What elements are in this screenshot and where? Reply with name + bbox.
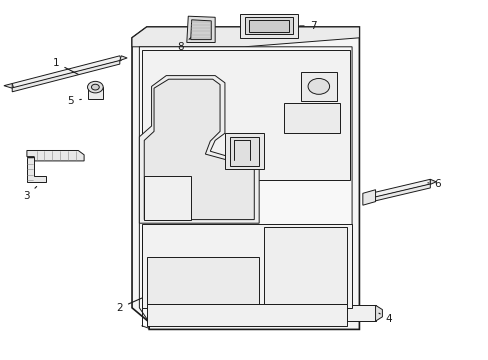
Polygon shape <box>375 305 382 321</box>
Polygon shape <box>120 56 127 60</box>
Polygon shape <box>139 47 351 322</box>
Text: 4: 4 <box>378 313 391 324</box>
Polygon shape <box>249 20 289 32</box>
Polygon shape <box>264 227 346 304</box>
Polygon shape <box>300 72 337 101</box>
Polygon shape <box>12 60 120 92</box>
Polygon shape <box>362 190 375 205</box>
Polygon shape <box>368 184 429 202</box>
Polygon shape <box>132 27 359 47</box>
Polygon shape <box>27 150 84 161</box>
Polygon shape <box>142 224 351 308</box>
Text: 1: 1 <box>53 58 78 74</box>
Text: 2: 2 <box>116 298 142 313</box>
Polygon shape <box>229 137 259 166</box>
Polygon shape <box>368 179 429 199</box>
Polygon shape <box>4 84 12 88</box>
Polygon shape <box>139 76 259 223</box>
Polygon shape <box>146 304 346 326</box>
Polygon shape <box>27 157 46 182</box>
Circle shape <box>87 81 103 93</box>
Polygon shape <box>429 179 435 184</box>
Polygon shape <box>142 50 349 180</box>
Polygon shape <box>283 103 339 133</box>
Text: 7: 7 <box>299 21 316 31</box>
Polygon shape <box>144 176 190 220</box>
Text: 6: 6 <box>427 179 440 189</box>
Polygon shape <box>144 79 254 220</box>
Polygon shape <box>186 16 215 42</box>
Polygon shape <box>363 194 368 199</box>
Polygon shape <box>239 14 298 38</box>
Polygon shape <box>132 27 359 329</box>
Polygon shape <box>87 87 103 99</box>
Text: 3: 3 <box>23 186 37 201</box>
Text: 5: 5 <box>67 96 81 106</box>
Polygon shape <box>190 20 211 40</box>
Polygon shape <box>12 56 121 88</box>
Polygon shape <box>224 133 264 169</box>
Circle shape <box>307 78 329 94</box>
Circle shape <box>91 84 99 90</box>
Polygon shape <box>245 17 293 34</box>
Text: 8: 8 <box>177 38 190 52</box>
Polygon shape <box>146 257 259 304</box>
Polygon shape <box>321 305 375 321</box>
